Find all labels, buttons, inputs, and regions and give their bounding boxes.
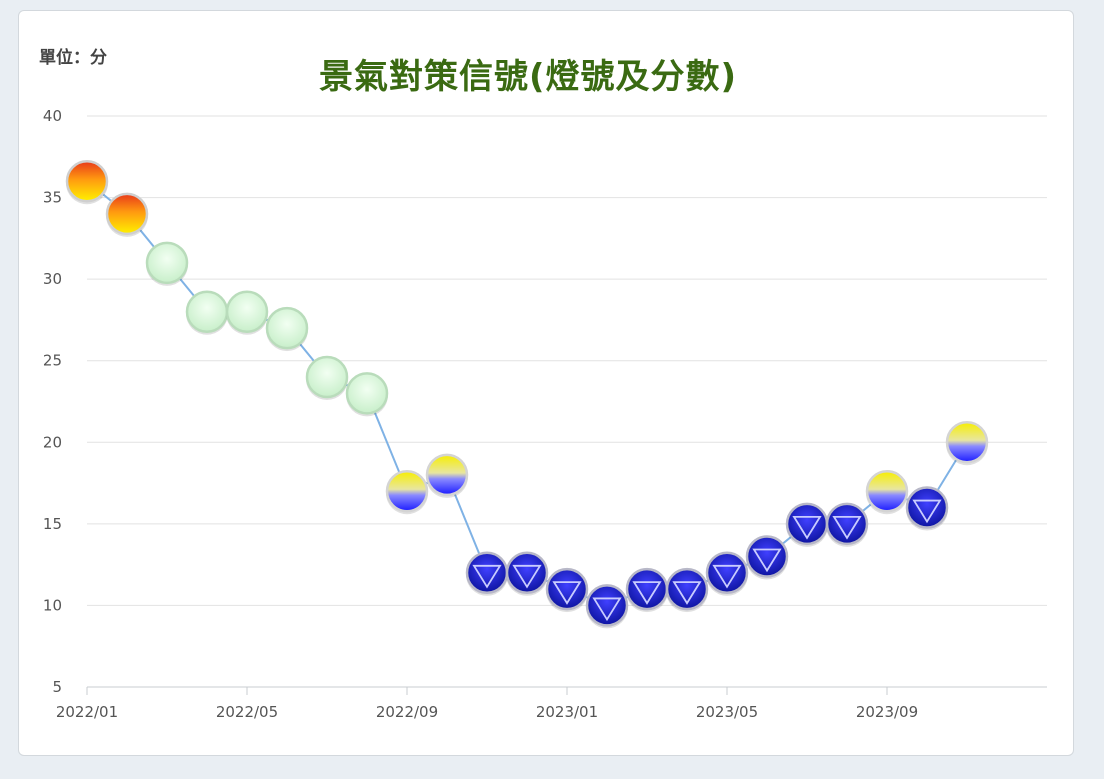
data-point-blue[interactable] — [705, 551, 749, 596]
data-points-layer — [65, 160, 989, 629]
y-tick-label: 15 — [43, 515, 62, 533]
unit-label: 單位：分 — [39, 48, 107, 68]
data-point-green[interactable] — [265, 306, 309, 352]
data-point-red[interactable] — [105, 192, 149, 237]
down-triangle-icon — [592, 597, 622, 622]
y-tick-label: 40 — [43, 107, 62, 125]
data-point-blue[interactable] — [905, 486, 949, 531]
data-point-green[interactable] — [145, 241, 189, 286]
data-point-yellow-blue[interactable] — [945, 421, 989, 466]
data-point-blue[interactable] — [825, 502, 869, 547]
down-triangle-icon — [792, 515, 822, 540]
y-tick-label: 25 — [43, 352, 62, 370]
down-triangle-icon — [512, 564, 542, 589]
y-tick-label: 20 — [43, 433, 62, 451]
chart-title: 景氣對策信號(燈號及分數) — [319, 57, 738, 97]
y-tick-label: 10 — [43, 596, 62, 614]
data-point-green[interactable] — [345, 372, 389, 417]
data-point-green[interactable] — [185, 290, 229, 335]
x-tick-label: 2022/01 — [56, 703, 118, 721]
down-triangle-icon — [632, 581, 662, 605]
down-triangle-icon — [672, 581, 702, 605]
data-point-red[interactable] — [65, 160, 109, 205]
x-tick-label: 2022/05 — [216, 703, 278, 721]
data-point-blue[interactable] — [465, 551, 509, 596]
data-point-blue[interactable] — [505, 551, 549, 596]
data-point-green[interactable] — [305, 355, 349, 401]
x-tick-label: 2023/05 — [696, 703, 758, 721]
down-triangle-icon — [752, 548, 782, 573]
y-tick-label: 30 — [43, 270, 62, 288]
data-point-blue[interactable] — [625, 567, 669, 613]
down-triangle-icon — [472, 564, 502, 589]
x-tick-label: 2023/01 — [536, 703, 598, 721]
data-point-blue[interactable] — [545, 567, 589, 613]
x-tick-label: 2023/09 — [856, 703, 918, 721]
data-point-blue[interactable] — [745, 535, 789, 580]
y-tick-label: 5 — [52, 678, 62, 696]
down-triangle-icon — [552, 581, 582, 605]
data-point-green[interactable] — [225, 290, 269, 335]
y-tick-label: 35 — [43, 189, 62, 207]
x-tick-label: 2022/09 — [376, 703, 438, 721]
data-point-yellow-blue[interactable] — [865, 469, 909, 515]
data-point-yellow-blue[interactable] — [425, 453, 469, 498]
axis-layer: 5 10 15 20 25 30 35 40 2022/01 2022/05 2022/09 2023… — [43, 107, 918, 721]
data-point-blue[interactable] — [665, 567, 709, 613]
down-triangle-icon — [712, 564, 742, 589]
down-triangle-icon — [912, 499, 942, 524]
data-point-blue[interactable] — [585, 584, 629, 629]
chart-card: 單位：分 景氣對策信號(燈號及分數) — [18, 10, 1074, 756]
data-point-blue[interactable] — [785, 502, 829, 547]
down-triangle-icon — [832, 515, 862, 540]
data-point-yellow-blue[interactable] — [385, 469, 429, 515]
